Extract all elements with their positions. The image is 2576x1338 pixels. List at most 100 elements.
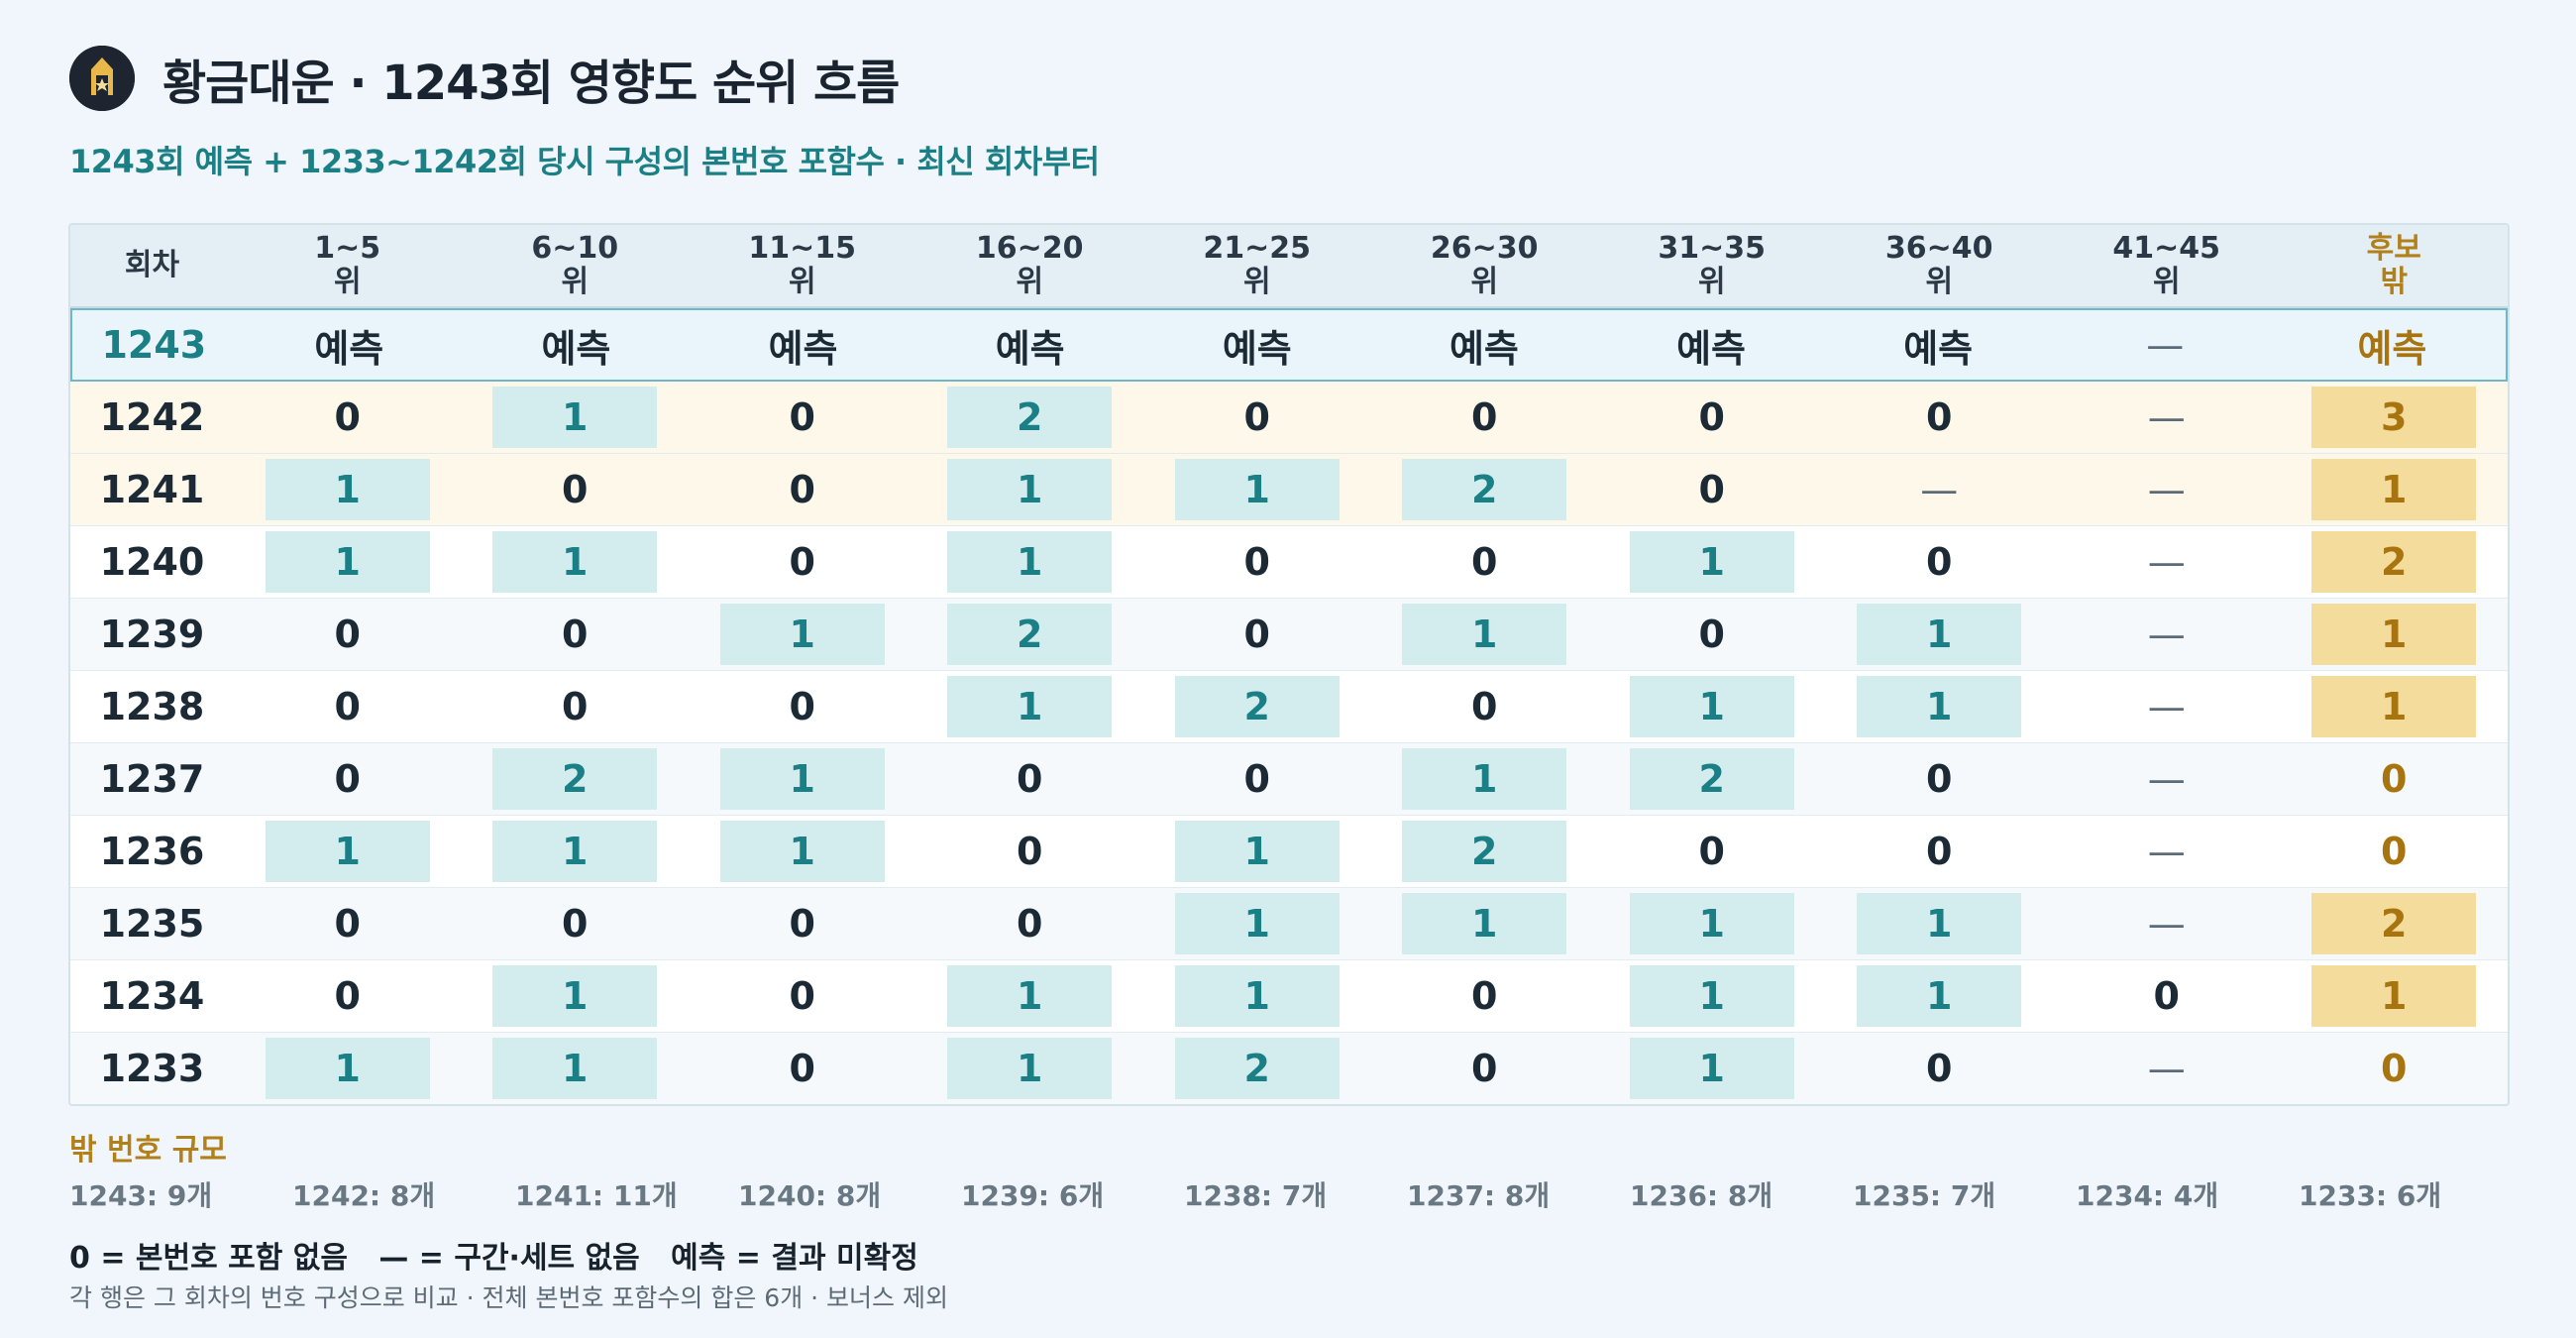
count-value: 예측 bbox=[1903, 326, 1974, 371]
column-header: 31~35 위 bbox=[1598, 225, 1826, 306]
outside-scale-item: 1242: 8개 bbox=[292, 1179, 436, 1212]
table-row: 1233 1 1 0 1 2 0 1 0—0 bbox=[70, 1033, 2508, 1104]
table-row-prediction: 1243 예측 예측 예측 예측 예측 예측 예측 예측 — 예측 bbox=[70, 308, 2508, 382]
count-cell: 0 bbox=[234, 599, 462, 670]
count-value: 2 bbox=[947, 387, 1113, 448]
count-cell: 1 bbox=[234, 816, 462, 887]
column-header: 1~5 위 bbox=[234, 225, 462, 306]
table-row: 1235 0 0 0 0 1 1 1 1 — 2 bbox=[70, 888, 2508, 960]
count-value: 0 bbox=[562, 468, 589, 511]
column-header-line1: 회차 bbox=[124, 248, 180, 282]
count-cell: 예측 bbox=[1370, 310, 1597, 380]
count-cell: 예측 bbox=[690, 310, 916, 380]
count-value: 1 bbox=[265, 459, 430, 520]
count-value: 1 bbox=[1857, 604, 2022, 665]
count-cell: 0 bbox=[1826, 526, 2054, 598]
outside-count-value: 1 bbox=[2311, 604, 2477, 665]
count-cell: 1 bbox=[1371, 743, 1599, 815]
count-value: 0 bbox=[1243, 757, 1270, 801]
count-cell: — bbox=[2053, 888, 2281, 959]
count-value: 0 bbox=[1243, 540, 1270, 584]
column-header-line1: 31~35 bbox=[1658, 231, 1767, 266]
column-header-line2: 위 bbox=[1925, 265, 1954, 299]
count-value: 1 bbox=[1857, 676, 2022, 737]
count-value: — bbox=[2147, 613, 2186, 656]
count-cell: 1 bbox=[689, 816, 916, 887]
count-value: 1 bbox=[1629, 893, 1794, 954]
count-cell: 예측 bbox=[1143, 310, 1370, 380]
count-value: 0 bbox=[562, 613, 589, 656]
outside-scale-item: 1235: 7개 bbox=[1853, 1179, 1996, 1212]
count-cell: 0 bbox=[1826, 743, 2054, 815]
count-cell: 1 bbox=[916, 526, 1144, 598]
count-cell: 0 bbox=[1598, 599, 1826, 670]
column-header: 26~30 위 bbox=[1371, 225, 1599, 306]
count-value: 0 bbox=[334, 395, 361, 439]
count-value: 2 bbox=[492, 748, 658, 810]
count-cell: 0 bbox=[1143, 743, 1371, 815]
count-value: 1 bbox=[947, 459, 1113, 520]
column-header: 11~15 위 bbox=[689, 225, 916, 306]
count-cell: 2 bbox=[1598, 743, 1826, 815]
column-header-line1: 6~10 bbox=[531, 231, 619, 266]
column-header: 21~25 위 bbox=[1143, 225, 1371, 306]
count-cell: 0 bbox=[1826, 816, 2054, 887]
count-cell: — bbox=[2053, 599, 2281, 670]
round-number: 1235 bbox=[99, 902, 205, 946]
count-cell: 0 bbox=[234, 382, 462, 453]
count-cell: 2 bbox=[2281, 888, 2509, 959]
outside-scale-item: 1237: 8개 bbox=[1407, 1179, 1551, 1212]
count-value: 1 bbox=[265, 1038, 430, 1099]
column-header-line2: 위 bbox=[1697, 265, 1726, 299]
count-cell: 0 bbox=[689, 454, 916, 525]
count-value: 2 bbox=[1402, 459, 1567, 520]
count-value: 1 bbox=[719, 604, 885, 665]
column-header-line1: 41~45 bbox=[2112, 231, 2221, 266]
count-value: 0 bbox=[1471, 1047, 1498, 1090]
count-value: 0 bbox=[334, 757, 361, 801]
rank-flow-table: 회차 1~5 위 6~10 위 11~15 위 16~20 위 21~25 위 26~30 위 31~35… bbox=[68, 223, 2510, 1106]
column-header: 16~20 위 bbox=[916, 225, 1144, 306]
column-header-line1: 1~5 bbox=[314, 231, 381, 266]
count-value: 0 bbox=[1243, 395, 1270, 439]
count-cell: 0 bbox=[2281, 1033, 2509, 1104]
count-value: — bbox=[1920, 468, 1959, 511]
count-value: — bbox=[2147, 902, 2186, 946]
count-cell: 0 bbox=[689, 671, 916, 742]
count-cell: 1 bbox=[916, 1033, 1144, 1104]
count-cell: 1 bbox=[462, 382, 690, 453]
count-value: 1 bbox=[1174, 459, 1340, 520]
column-header: 6~10 위 bbox=[462, 225, 690, 306]
count-cell: 1 bbox=[1598, 888, 1826, 959]
count-value: 0 bbox=[789, 540, 815, 584]
count-cell: — bbox=[2053, 1033, 2281, 1104]
count-value: 2 bbox=[1402, 821, 1567, 882]
count-cell: 1 bbox=[1826, 960, 2054, 1032]
count-cell: 1 bbox=[916, 960, 1144, 1032]
count-value: — bbox=[2147, 757, 2186, 801]
count-cell: 1 bbox=[2281, 960, 2509, 1032]
count-cell: 0 bbox=[234, 960, 462, 1032]
page-title: 황금대운 · 1243회 영향도 순위 흐름 bbox=[162, 56, 900, 111]
outside-scale-list: 1243: 9개 1242: 8개 1241: 11개 1240: 8개 1239: 6… bbox=[69, 1174, 2522, 1214]
table-row: 1241 1 0 0 1 1 2 0— —1 bbox=[70, 454, 2508, 526]
count-cell: 0 bbox=[2281, 743, 2509, 815]
column-header-line1: 21~25 bbox=[1203, 231, 1312, 266]
outside-count-value: 3 bbox=[2311, 387, 2477, 448]
column-header: 36~40 위 bbox=[1826, 225, 2054, 306]
table-row: 1236 1 1 1 0 1 2 0 0—0 bbox=[70, 816, 2508, 888]
outside-scale-item: 1233: 6개 bbox=[2299, 1179, 2442, 1212]
outside-scale-item: 1236: 8개 bbox=[1630, 1179, 1773, 1212]
count-value: 1 bbox=[947, 676, 1113, 737]
count-value: 1 bbox=[947, 965, 1113, 1027]
count-value: 1 bbox=[1174, 893, 1340, 954]
count-value: 1 bbox=[1174, 821, 1340, 882]
count-cell: 1 bbox=[2281, 599, 2509, 670]
count-value: 0 bbox=[1926, 1047, 1953, 1090]
count-value: 1 bbox=[492, 1038, 658, 1099]
count-cell: 1 bbox=[1598, 1033, 1826, 1104]
round-number: 1240 bbox=[99, 540, 205, 584]
outside-scale-title: 밖 번호 규모 bbox=[69, 1133, 227, 1168]
count-value: 1 bbox=[492, 821, 658, 882]
footnote: 각 행은 그 회차의 번호 구성으로 비교 · 전체 본번호 포함수의 합은 6… bbox=[69, 1283, 949, 1312]
